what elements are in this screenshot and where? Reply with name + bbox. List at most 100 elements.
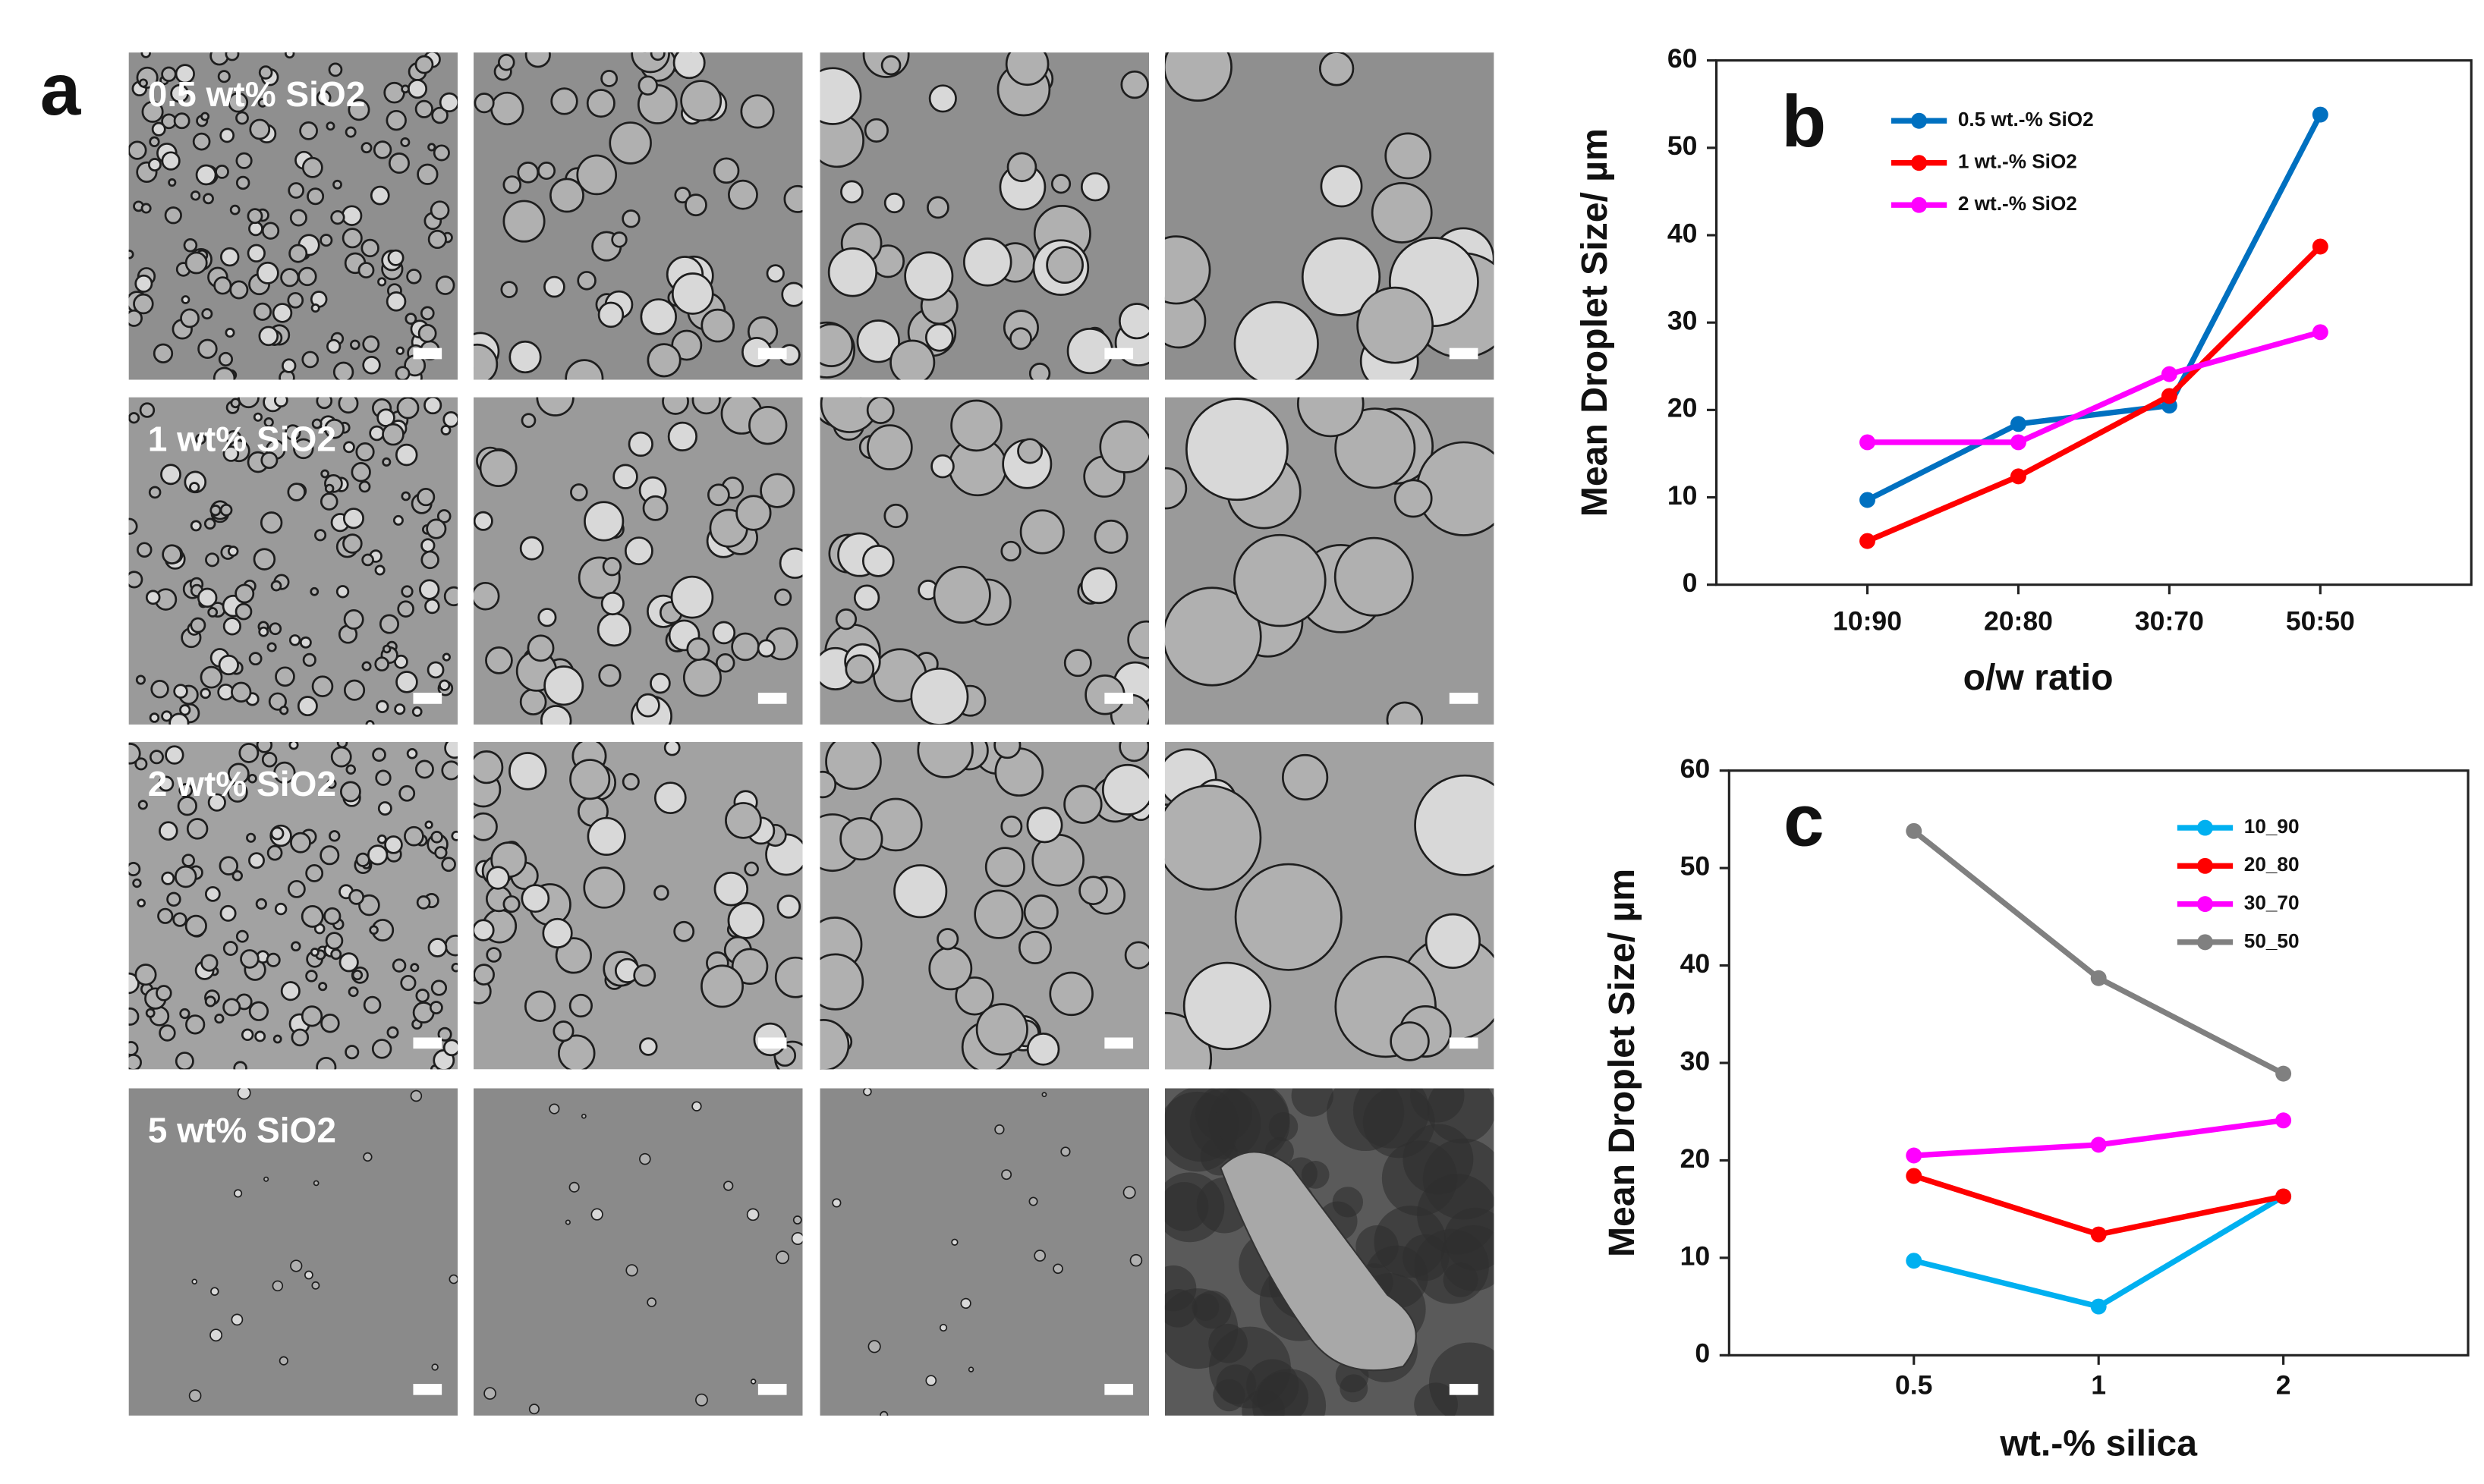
droplet — [776, 894, 801, 919]
droplet — [414, 55, 434, 74]
droplet — [502, 200, 546, 243]
droplet — [280, 981, 301, 1001]
droplet — [893, 864, 948, 919]
droplet — [827, 247, 878, 297]
droplet — [192, 132, 211, 151]
droplet — [576, 154, 618, 196]
data-point — [2090, 1298, 2107, 1315]
droplet — [159, 1024, 176, 1042]
droplet — [429, 1001, 443, 1014]
droplet — [1185, 398, 1289, 501]
droplet — [383, 81, 405, 104]
droplet — [427, 938, 448, 957]
droplet — [310, 586, 320, 596]
legend-label: 2 wt.-% SiO2 — [1958, 192, 2077, 215]
droplet — [410, 1089, 423, 1102]
droplet — [1334, 407, 1416, 489]
droplet — [348, 99, 370, 121]
data-point — [1859, 533, 1875, 549]
droplet — [406, 748, 418, 759]
droplet — [427, 143, 436, 152]
droplet — [1127, 620, 1149, 659]
droplet — [740, 94, 775, 129]
droplet — [1416, 441, 1494, 536]
droplet — [388, 152, 410, 174]
droplet — [173, 684, 188, 699]
droplet — [474, 964, 495, 986]
droplet — [955, 976, 994, 1016]
droplet — [1049, 971, 1094, 1017]
droplet — [270, 580, 282, 592]
droplet — [639, 1152, 651, 1165]
droplet — [521, 884, 550, 913]
y-tick-label: 50 — [1667, 130, 1698, 161]
droplet — [189, 482, 200, 493]
droplet — [474, 511, 493, 531]
droplet — [933, 565, 991, 624]
droplet — [145, 1008, 156, 1018]
y-axis-title: Mean Droplet Size/ µm — [1601, 869, 1642, 1257]
droplet — [1233, 300, 1319, 380]
data-point — [2275, 1188, 2292, 1205]
droplet — [140, 52, 151, 58]
droplet — [377, 277, 387, 287]
droplet — [343, 441, 355, 454]
droplet — [274, 902, 288, 916]
droplet — [555, 937, 593, 974]
droplet — [600, 70, 619, 87]
droplet — [407, 79, 428, 99]
droplet — [235, 175, 250, 190]
droplet — [342, 228, 363, 249]
droplet — [316, 1057, 337, 1070]
droplet — [135, 674, 146, 685]
droplet — [490, 91, 524, 126]
droplet — [984, 847, 1025, 888]
droplet — [527, 634, 555, 662]
droplet — [1080, 172, 1110, 202]
droplet — [209, 1328, 223, 1342]
droplet — [565, 1219, 571, 1225]
droplet — [820, 953, 864, 1011]
droplet — [253, 412, 263, 422]
droplet — [165, 745, 184, 765]
droplet — [233, 1061, 247, 1070]
droplet — [1119, 742, 1149, 762]
droplet — [280, 268, 300, 288]
micrograph — [820, 742, 1149, 1070]
droplet — [157, 907, 174, 924]
droplet — [339, 781, 361, 803]
droplet — [137, 898, 146, 908]
droplet — [820, 1019, 850, 1070]
droplet — [398, 784, 416, 802]
droplet — [405, 313, 417, 325]
droplet — [474, 93, 495, 114]
droplet — [474, 812, 498, 841]
droplet — [290, 1259, 303, 1272]
data-point — [2275, 1065, 2292, 1082]
droplet — [549, 178, 584, 213]
droplet — [419, 579, 440, 600]
aggregate — [1213, 1379, 1245, 1412]
droplet — [128, 140, 147, 160]
droplet — [177, 796, 197, 816]
droplet — [439, 92, 458, 113]
droplet — [219, 904, 237, 922]
micrograph — [128, 1088, 458, 1416]
droplet — [279, 1356, 288, 1366]
droplet — [138, 78, 148, 88]
droplet — [1026, 1033, 1060, 1066]
droplet — [647, 343, 682, 378]
droplet — [904, 251, 954, 301]
droplet — [222, 445, 240, 462]
droplet — [863, 1088, 872, 1096]
droplet — [663, 742, 681, 756]
scale-bar — [757, 1383, 787, 1395]
droplet — [148, 158, 162, 171]
droplet — [581, 1113, 587, 1119]
panel-label: b — [1781, 81, 1826, 162]
droplet — [266, 952, 281, 967]
droplet — [161, 66, 177, 83]
droplet — [508, 752, 547, 791]
micrograph — [474, 397, 803, 725]
droplet — [602, 556, 622, 577]
